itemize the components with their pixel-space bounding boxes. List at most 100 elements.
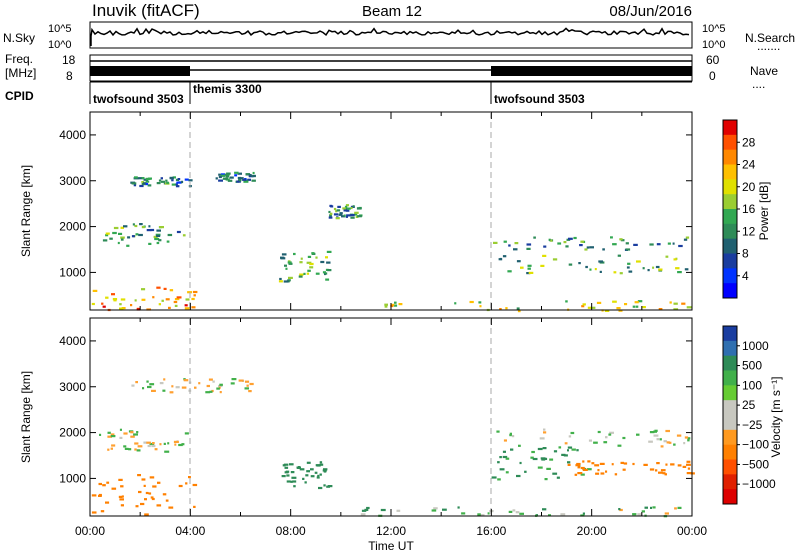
echo-cell (669, 301, 672, 304)
echo-cell (120, 485, 124, 488)
colorbar-tick-label: 4 (742, 269, 749, 283)
echo-cell (543, 245, 547, 248)
echo-cell (156, 241, 160, 245)
echo-cell (127, 236, 131, 239)
echo-cell (148, 492, 152, 495)
echo-cell (346, 207, 351, 210)
echo-cell (163, 287, 167, 290)
echo-cell (119, 303, 122, 306)
echo-cell (642, 267, 645, 270)
echo-cell (218, 175, 222, 179)
echo-cell (478, 301, 482, 304)
freq-left-tick-top: 18 (62, 53, 76, 67)
echo-cell (118, 495, 123, 498)
echo-cell (192, 483, 198, 487)
echo-cell (148, 242, 152, 245)
echo-cell (247, 178, 251, 181)
colorbar-segment (723, 370, 737, 386)
echo-cell (352, 205, 355, 208)
velocity-ylabel: Slant Range [km] (19, 371, 33, 463)
echo-cell (133, 184, 137, 187)
echo-cell (328, 210, 331, 214)
echo-cell (307, 255, 312, 258)
echo-cell (678, 244, 683, 248)
echo-cell (142, 387, 145, 390)
echo-cell (113, 226, 119, 230)
echo-cell (131, 384, 135, 387)
colorbar-segment (723, 415, 737, 431)
echo-cell (350, 206, 353, 210)
echo-cell (499, 456, 502, 459)
echo-cell (655, 469, 658, 472)
echo-cell (289, 463, 294, 466)
colorbar-tick-label: 100 (742, 378, 762, 392)
echo-region (328, 204, 363, 220)
nsky-right-tick-bottom: 10^0 (702, 39, 726, 51)
echo-cell (112, 298, 118, 301)
echo-cell (231, 378, 237, 381)
echo-cell (335, 217, 340, 220)
echo-cell (166, 181, 169, 184)
echo-cell (354, 211, 359, 214)
echo-cell (171, 183, 177, 186)
echo-cell (357, 215, 362, 218)
echo-cell (159, 443, 162, 446)
colorbar-tick-label: 8 (742, 247, 749, 261)
echo-cell (571, 448, 576, 451)
echo-cell (563, 241, 567, 244)
echo-cell (516, 307, 520, 310)
date-title: 08/Jun/2016 (609, 3, 692, 20)
echo-cell (299, 273, 304, 276)
echo-cell (226, 172, 231, 175)
echo-cell (560, 513, 566, 516)
colorbar-segment (723, 385, 737, 401)
echo-cell (158, 239, 162, 242)
echo-cell (134, 448, 137, 451)
echo-cell (565, 300, 568, 303)
colorbar-segment (723, 149, 737, 165)
echo-cell (306, 461, 311, 464)
echo-cell (576, 449, 579, 452)
colorbar-segment (723, 209, 737, 225)
echo-cell (169, 176, 173, 179)
colorbar-segment (723, 253, 737, 269)
y-tick-label: 2000 (59, 220, 86, 234)
echo-cell (143, 441, 147, 444)
freq-unit: [MHz] (5, 66, 36, 80)
echo-cell (91, 511, 97, 514)
x-tick-label: 20:00 (577, 524, 607, 538)
echo-cell (505, 471, 509, 474)
echo-cell (496, 430, 500, 433)
echo-cell (225, 175, 229, 178)
y-tick-label: 3000 (59, 174, 86, 188)
echo-cell (513, 248, 518, 251)
echo-cell (156, 504, 162, 507)
echo-cell (617, 444, 622, 447)
x-tick-label: 08:00 (276, 524, 306, 538)
echo-cell (105, 296, 109, 299)
echo-cell (641, 510, 645, 513)
echo-cell (677, 506, 682, 509)
echo-cell (608, 433, 612, 436)
echo-cell (284, 466, 289, 469)
echo-cell (191, 306, 196, 309)
echo-cell (605, 470, 608, 473)
x-axis-label: Time UT (368, 539, 414, 553)
echo-cell (342, 207, 346, 210)
echo-cell (230, 382, 235, 385)
colorbar-segment (723, 283, 737, 299)
echo-cell (658, 308, 663, 311)
echo-cell (530, 456, 534, 459)
echo-cell (636, 260, 641, 263)
echo-cell (502, 455, 508, 459)
freq-right-tick-top: 60 (706, 53, 720, 67)
echo-cell (121, 307, 126, 310)
echo-cell (585, 265, 588, 269)
echo-cell (302, 477, 305, 480)
echo-cell (567, 446, 573, 449)
station-title: Inuvik (fitACF) (92, 1, 200, 20)
echo-cell (153, 235, 158, 238)
echo-cell (568, 237, 573, 240)
echo-cell (589, 268, 592, 271)
